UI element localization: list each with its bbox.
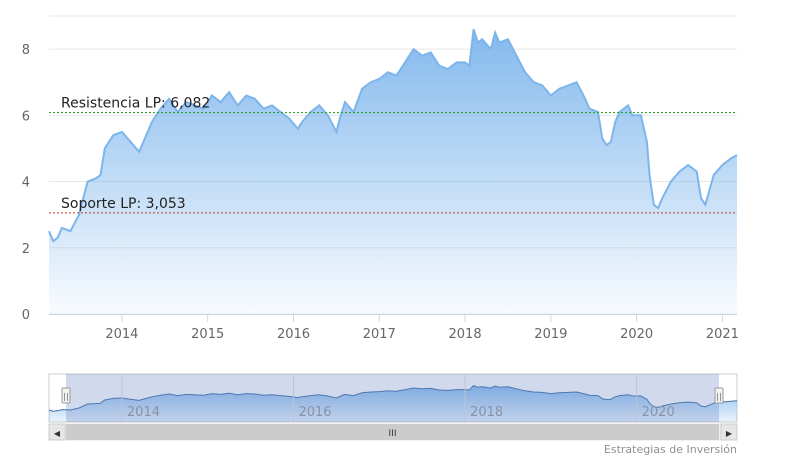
scrollbar-grip-icon: III (389, 429, 397, 439)
y-tick-label: 2 (22, 242, 30, 257)
plot-line-label: Soporte LP: 3,053 (61, 196, 186, 212)
x-tick-label: 2017 (363, 327, 396, 342)
navigator-range-mask[interactable] (66, 374, 719, 422)
x-tick-label: 2014 (105, 327, 138, 342)
handle-grip-icon: || (63, 392, 68, 401)
navigator-tick-label: 2014 (127, 405, 160, 420)
y-tick-label: 4 (22, 176, 30, 191)
x-tick-label: 2018 (449, 327, 482, 342)
scroll-left-button[interactable] (48, 423, 66, 441)
navigator-tick-label: 2018 (470, 405, 503, 420)
navigator-tick-label: 2020 (642, 405, 675, 420)
navigator-tick-label: 2016 (298, 405, 331, 420)
scroll-right-button[interactable] (720, 423, 738, 441)
scroll-left-icon: ◀ (54, 429, 61, 438)
handle-grip-icon: || (716, 392, 721, 401)
x-tick-label: 2016 (277, 327, 310, 342)
x-tick-label: 2020 (620, 327, 653, 342)
x-tick-label: 2019 (534, 327, 567, 342)
y-tick-label: 8 (22, 43, 30, 58)
y-tick-label: 0 (22, 308, 30, 323)
navigator-handle-right[interactable] (714, 387, 724, 404)
scroll-right-icon: ▶ (726, 429, 733, 438)
x-tick-label: 2021 (706, 327, 739, 342)
series-line (48, 28, 738, 243)
annotations: Resistencia LP: 6,082 Soporte LP: 3,053 (49, 96, 737, 214)
navigator-handle-left[interactable] (61, 387, 71, 404)
y-tick-label: 6 (22, 109, 30, 124)
y-axis: 0 2 4 6 8 (22, 43, 30, 323)
main-chart: 0 2 4 6 8 2014 2015 2016 2017 2018 2019 2020 2021 R… (22, 15, 739, 342)
plot-line-label: Resistencia LP: 6,082 (61, 96, 210, 112)
credits-label[interactable]: Estrategias de Inversión (603, 443, 737, 456)
scrollbar-thumb[interactable] (66, 424, 719, 440)
navigator-series-line (48, 385, 738, 412)
series-area (49, 29, 737, 314)
navigator[interactable]: 2014 2016 2018 2020 || || III ◀ ▶ (0, 370, 807, 445)
x-axis: 2014 2015 2016 2017 2018 2019 2020 2021 (49, 314, 739, 342)
x-tick-label: 2015 (191, 327, 224, 342)
